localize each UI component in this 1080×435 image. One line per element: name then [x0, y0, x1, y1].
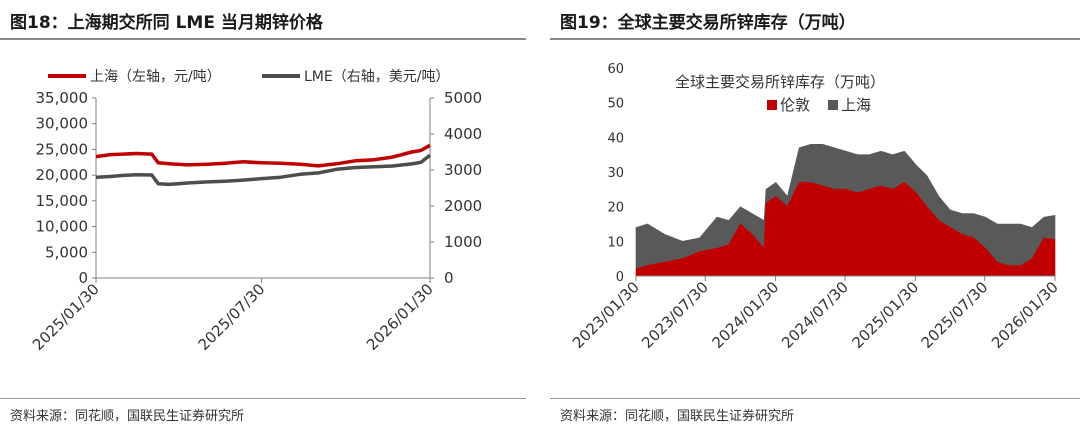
y-tick-label: 10 [607, 235, 624, 250]
left-source-note: 资料来源：同花顺，国联民生证券研究所 [10, 409, 245, 424]
left-title-rule [0, 38, 526, 40]
right-title-rule [550, 38, 1080, 40]
x-tick-label: 2025/01/30 [848, 278, 922, 352]
y-tick-label: 50 [607, 97, 624, 112]
left-source-rule [0, 398, 526, 399]
london-inventory-area [635, 182, 1056, 277]
left-line-chart: 0 5,000 10,000 15,000 20,000 25,000 30,000 35,0… [29, 69, 482, 354]
right-y-tick-label: 3000 [444, 161, 482, 179]
right-y-tick-label: 5000 [444, 89, 482, 107]
legend-label: LME（右轴，美元/吨） [304, 69, 449, 85]
legend-swatch [767, 100, 777, 110]
x-tick-label: 2024/07/30 [778, 278, 852, 352]
chart-inner-title: 全球主要交易所锌库存（万吨） [675, 73, 885, 91]
right-y-tick-label: 1000 [444, 233, 482, 251]
legend-label: 上海（左轴，元/吨） [90, 69, 221, 85]
left-y-tick-label: 35,000 [36, 89, 89, 107]
left-y-tick-label: 5,000 [45, 243, 88, 261]
legend-swatch [828, 100, 838, 110]
y-tick-label: 40 [607, 131, 624, 146]
x-tick-label: 2023/07/30 [638, 278, 712, 352]
lme-price-line [95, 153, 432, 187]
left-y-tick-label: 10,000 [36, 218, 89, 236]
right-y-tick-label: 0 [444, 269, 454, 287]
right-area-chart: 0 10 20 30 40 50 60 2023/01/302023/07/302024/01… [569, 62, 1062, 352]
y-tick-label: 20 [607, 201, 624, 216]
x-tick-label: 2025/07/30 [195, 280, 269, 354]
left-chart-panel: 图18：上海期交所同 LME 当月期锌价格 0 5,000 10,000 15,000… [0, 0, 526, 435]
right-figure-title: 图19：全球主要交易所锌库存（万吨） [560, 13, 856, 33]
x-tick-label: 2024/01/30 [708, 278, 782, 352]
right-y-tick-label: 2000 [444, 197, 482, 215]
left-figure-title: 图18：上海期交所同 LME 当月期锌价格 [10, 13, 323, 33]
left-y-tick-label: 0 [78, 269, 88, 287]
shanghai-price-line [95, 143, 431, 168]
right-chart-panel: 图19：全球主要交易所锌库存（万吨） 0 10 20 30 40 50 60 2023/01/… [550, 0, 1080, 435]
y-tick-label: 0 [616, 270, 624, 285]
right-y-tick-label: 4000 [444, 125, 482, 143]
right-source-rule [550, 398, 1080, 399]
left-y-tick-label: 20,000 [36, 166, 89, 184]
x-tick-label: 2025/07/30 [918, 278, 992, 352]
left-y-tick-label: 25,000 [36, 140, 89, 158]
x-tick-label: 2026/01/30 [363, 280, 437, 354]
right-source-note: 资料来源：同花顺，国联民生证券研究所 [560, 409, 795, 424]
x-tick-label: 2023/01/30 [569, 278, 643, 352]
y-tick-label: 60 [607, 62, 624, 77]
x-tick-label: 2026/01/30 [988, 278, 1062, 352]
left-y-tick-label: 30,000 [36, 115, 89, 133]
legend-label: 上海 [841, 96, 871, 114]
legend-label: 伦敦 [780, 96, 810, 114]
y-tick-label: 30 [607, 166, 624, 181]
x-tick-label: 2025/01/30 [29, 280, 103, 354]
left-y-tick-label: 15,000 [36, 192, 89, 210]
